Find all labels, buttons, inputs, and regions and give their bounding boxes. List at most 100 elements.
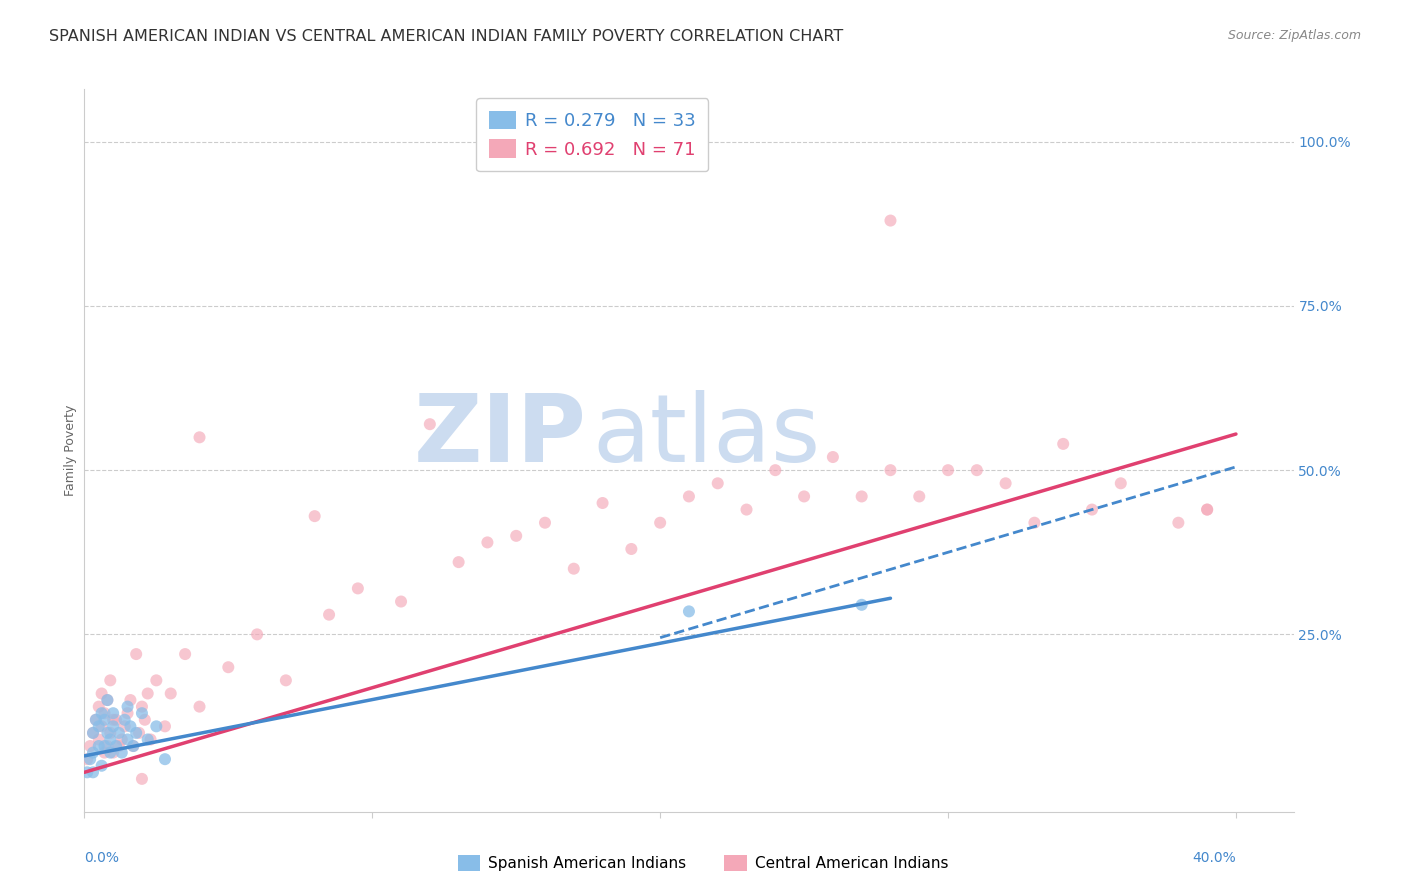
Point bbox=[1109, 476, 1132, 491]
Point bbox=[82, 746, 104, 760]
Text: Source: ZipAtlas.com: Source: ZipAtlas.com bbox=[1227, 29, 1361, 42]
Point bbox=[87, 732, 110, 747]
Point bbox=[153, 752, 176, 766]
Point bbox=[122, 739, 145, 753]
Point bbox=[90, 706, 112, 721]
Point bbox=[318, 607, 340, 622]
Point bbox=[1197, 502, 1219, 516]
Text: 40.0%: 40.0% bbox=[1192, 852, 1236, 865]
Point bbox=[128, 726, 150, 740]
Point bbox=[98, 673, 121, 688]
Point bbox=[122, 739, 145, 753]
Point bbox=[389, 594, 412, 608]
Text: 0.0%: 0.0% bbox=[84, 852, 120, 865]
Point bbox=[188, 430, 211, 444]
Point bbox=[966, 463, 988, 477]
Point bbox=[246, 627, 269, 641]
Point bbox=[114, 713, 136, 727]
Point bbox=[105, 713, 128, 727]
Point bbox=[678, 604, 700, 618]
Point bbox=[562, 562, 585, 576]
Point bbox=[98, 732, 121, 747]
Point bbox=[101, 706, 124, 721]
Point bbox=[131, 706, 153, 721]
Point bbox=[1197, 502, 1219, 516]
Point bbox=[131, 699, 153, 714]
Point bbox=[79, 739, 101, 753]
Point bbox=[105, 739, 128, 753]
Point bbox=[174, 647, 197, 661]
Point bbox=[125, 647, 148, 661]
Point bbox=[1167, 516, 1189, 530]
Point bbox=[96, 739, 118, 753]
Point bbox=[98, 746, 121, 760]
Point bbox=[139, 732, 162, 747]
Point bbox=[1052, 437, 1074, 451]
Point bbox=[735, 502, 758, 516]
Point bbox=[620, 541, 643, 556]
Point bbox=[93, 706, 115, 721]
Point bbox=[131, 772, 153, 786]
Point bbox=[304, 509, 326, 524]
Point bbox=[101, 719, 124, 733]
Point bbox=[90, 758, 112, 772]
Point bbox=[347, 582, 370, 596]
Point bbox=[111, 732, 134, 747]
Point bbox=[145, 719, 167, 733]
Point bbox=[153, 719, 176, 733]
Point bbox=[117, 732, 139, 747]
Point bbox=[793, 490, 815, 504]
Point bbox=[98, 726, 121, 740]
Point bbox=[117, 706, 139, 721]
Point bbox=[101, 746, 124, 760]
Point bbox=[87, 719, 110, 733]
Point bbox=[90, 686, 112, 700]
Point bbox=[96, 726, 118, 740]
Point bbox=[111, 746, 134, 760]
Point bbox=[821, 450, 844, 464]
Point bbox=[136, 686, 159, 700]
Point bbox=[101, 713, 124, 727]
Point bbox=[447, 555, 470, 569]
Point bbox=[936, 463, 959, 477]
Point bbox=[534, 516, 557, 530]
Point bbox=[93, 746, 115, 760]
Point bbox=[79, 752, 101, 766]
Point bbox=[82, 726, 104, 740]
Y-axis label: Family Poverty: Family Poverty bbox=[65, 405, 77, 496]
Point bbox=[159, 686, 181, 700]
Text: ZIP: ZIP bbox=[413, 390, 586, 482]
Point bbox=[592, 496, 614, 510]
Point bbox=[96, 693, 118, 707]
Point bbox=[76, 765, 98, 780]
Point bbox=[108, 739, 131, 753]
Point bbox=[87, 699, 110, 714]
Point bbox=[908, 490, 931, 504]
Point bbox=[136, 732, 159, 747]
Point bbox=[678, 490, 700, 504]
Text: atlas: atlas bbox=[592, 390, 821, 482]
Legend: R = 0.279   N = 33, R = 0.692   N = 71: R = 0.279 N = 33, R = 0.692 N = 71 bbox=[477, 98, 709, 171]
Point bbox=[82, 726, 104, 740]
Point bbox=[93, 739, 115, 753]
Point bbox=[274, 673, 297, 688]
Text: SPANISH AMERICAN INDIAN VS CENTRAL AMERICAN INDIAN FAMILY POVERTY CORRELATION CH: SPANISH AMERICAN INDIAN VS CENTRAL AMERI… bbox=[49, 29, 844, 44]
Point bbox=[1024, 516, 1046, 530]
Point bbox=[763, 463, 786, 477]
Point bbox=[108, 726, 131, 740]
Point bbox=[117, 699, 139, 714]
Point bbox=[851, 598, 873, 612]
Point bbox=[419, 417, 441, 432]
Point bbox=[114, 719, 136, 733]
Point bbox=[477, 535, 499, 549]
Point bbox=[650, 516, 672, 530]
Legend: Spanish American Indians, Central American Indians: Spanish American Indians, Central Americ… bbox=[451, 849, 955, 877]
Point bbox=[93, 713, 115, 727]
Point bbox=[879, 213, 901, 227]
Point bbox=[76, 752, 98, 766]
Point bbox=[84, 713, 107, 727]
Point bbox=[851, 490, 873, 504]
Point bbox=[505, 529, 527, 543]
Point bbox=[82, 765, 104, 780]
Point bbox=[134, 713, 156, 727]
